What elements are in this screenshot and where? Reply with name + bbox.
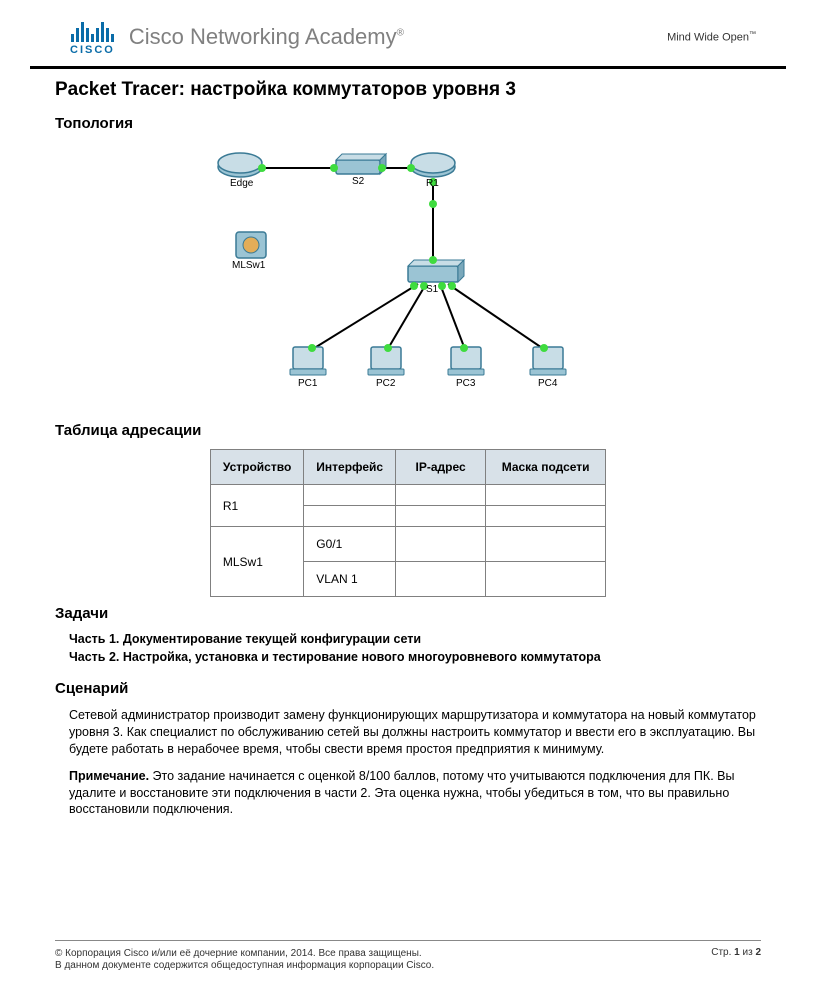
label-edge: Edge	[230, 178, 253, 189]
device-edge-icon	[218, 153, 262, 177]
cell-interface	[304, 485, 396, 506]
label-pc3: PC3	[456, 378, 475, 389]
cell-ip	[396, 485, 486, 506]
device-pc4-icon	[530, 347, 566, 375]
cell-ip	[396, 527, 486, 562]
device-r1-icon	[411, 153, 455, 177]
cell-device: R1	[210, 485, 303, 527]
section-topology: Топология	[55, 115, 761, 132]
cisco-brand-text: CISCO	[70, 44, 115, 56]
label-s1: S1	[426, 284, 438, 295]
table-header-row: Устройство Интерфейс IP-адрес Маска подс…	[210, 450, 605, 485]
cell-interface	[304, 506, 396, 527]
scenario-note: Примечание. Это задание начинается с оце…	[69, 768, 761, 819]
footer-left: © Корпорация Cisco и/или её дочерние ком…	[55, 947, 434, 972]
cell-interface: VLAN 1	[304, 562, 396, 597]
cisco-bars-icon	[71, 18, 114, 42]
cell-mask	[486, 506, 606, 527]
col-interface: Интерфейс	[304, 450, 396, 485]
task-part2: Часть 2. Настройка, установка и тестиров…	[69, 650, 761, 664]
cell-ip	[396, 506, 486, 527]
label-pc2: PC2	[376, 378, 395, 389]
topology-svg	[208, 142, 608, 402]
tagline-text: Mind Wide Open	[667, 31, 749, 43]
page-label: Стр.	[711, 947, 734, 958]
page-footer: © Корпорация Cisco и/или её дочерние ком…	[55, 940, 761, 972]
col-device: Устройство	[210, 450, 303, 485]
cell-ip	[396, 562, 486, 597]
footer-copyright: © Корпорация Cisco и/или её дочерние ком…	[55, 948, 434, 959]
task-part1: Часть 1. Документирование текущей конфиг…	[69, 632, 761, 646]
label-mlsw1: MLSw1	[232, 260, 265, 271]
academy-label: Cisco Networking Academy	[129, 24, 397, 49]
device-mlsw1-icon	[236, 232, 266, 258]
cell-mask	[486, 527, 606, 562]
cell-mask	[486, 485, 606, 506]
device-pc1-icon	[290, 347, 326, 375]
label-s2: S2	[352, 176, 364, 187]
note-body: Это задание начинается с оценкой 8/100 б…	[69, 769, 734, 817]
cell-interface: G0/1	[304, 527, 396, 562]
label-r1: R1	[426, 178, 439, 189]
header-left: CISCO Cisco Networking Academy®	[70, 18, 404, 56]
scenario-para1: Сетевой администратор производит замену …	[69, 707, 761, 758]
device-s1-icon	[408, 260, 464, 282]
cell-device: MLSw1	[210, 527, 303, 597]
col-mask: Маска подсети	[486, 450, 606, 485]
tagline: Mind Wide Open™	[667, 31, 756, 44]
page-content: Packet Tracer: настройка коммутаторов ур…	[0, 69, 816, 818]
label-pc4: PC4	[538, 378, 557, 389]
section-addressing: Таблица адресации	[55, 422, 761, 439]
section-tasks: Задачи	[55, 605, 761, 622]
cell-mask	[486, 562, 606, 597]
cisco-logo: CISCO	[70, 18, 115, 56]
footer-disclaimer: В данном документе содержится общедоступ…	[55, 960, 434, 971]
scenario-body: Сетевой администратор производит замену …	[55, 707, 761, 818]
page-total: 2	[755, 947, 761, 958]
page-sep: из	[740, 947, 756, 958]
footer-pager: Стр. 1 из 2	[711, 947, 761, 972]
academy-title: Cisco Networking Academy®	[129, 24, 404, 50]
label-pc1: PC1	[298, 378, 317, 389]
page-header: CISCO Cisco Networking Academy® Mind Wid…	[30, 0, 786, 69]
addressing-table: Устройство Интерфейс IP-адрес Маска подс…	[210, 449, 606, 597]
note-label: Примечание.	[69, 769, 149, 783]
page-title: Packet Tracer: настройка коммутаторов ур…	[55, 79, 761, 101]
table-row: R1	[210, 485, 605, 506]
device-s2-icon	[336, 154, 386, 174]
topology-diagram: Edge S2 R1 MLSw1 S1 PC1 PC2 PC3 PC4	[208, 142, 608, 402]
col-ip: IP-адрес	[396, 450, 486, 485]
table-row: MLSw1 G0/1	[210, 527, 605, 562]
topology-wrap: Edge S2 R1 MLSw1 S1 PC1 PC2 PC3 PC4	[55, 142, 761, 402]
section-scenario: Сценарий	[55, 680, 761, 697]
tasks-list: Часть 1. Документирование текущей конфиг…	[69, 632, 761, 664]
